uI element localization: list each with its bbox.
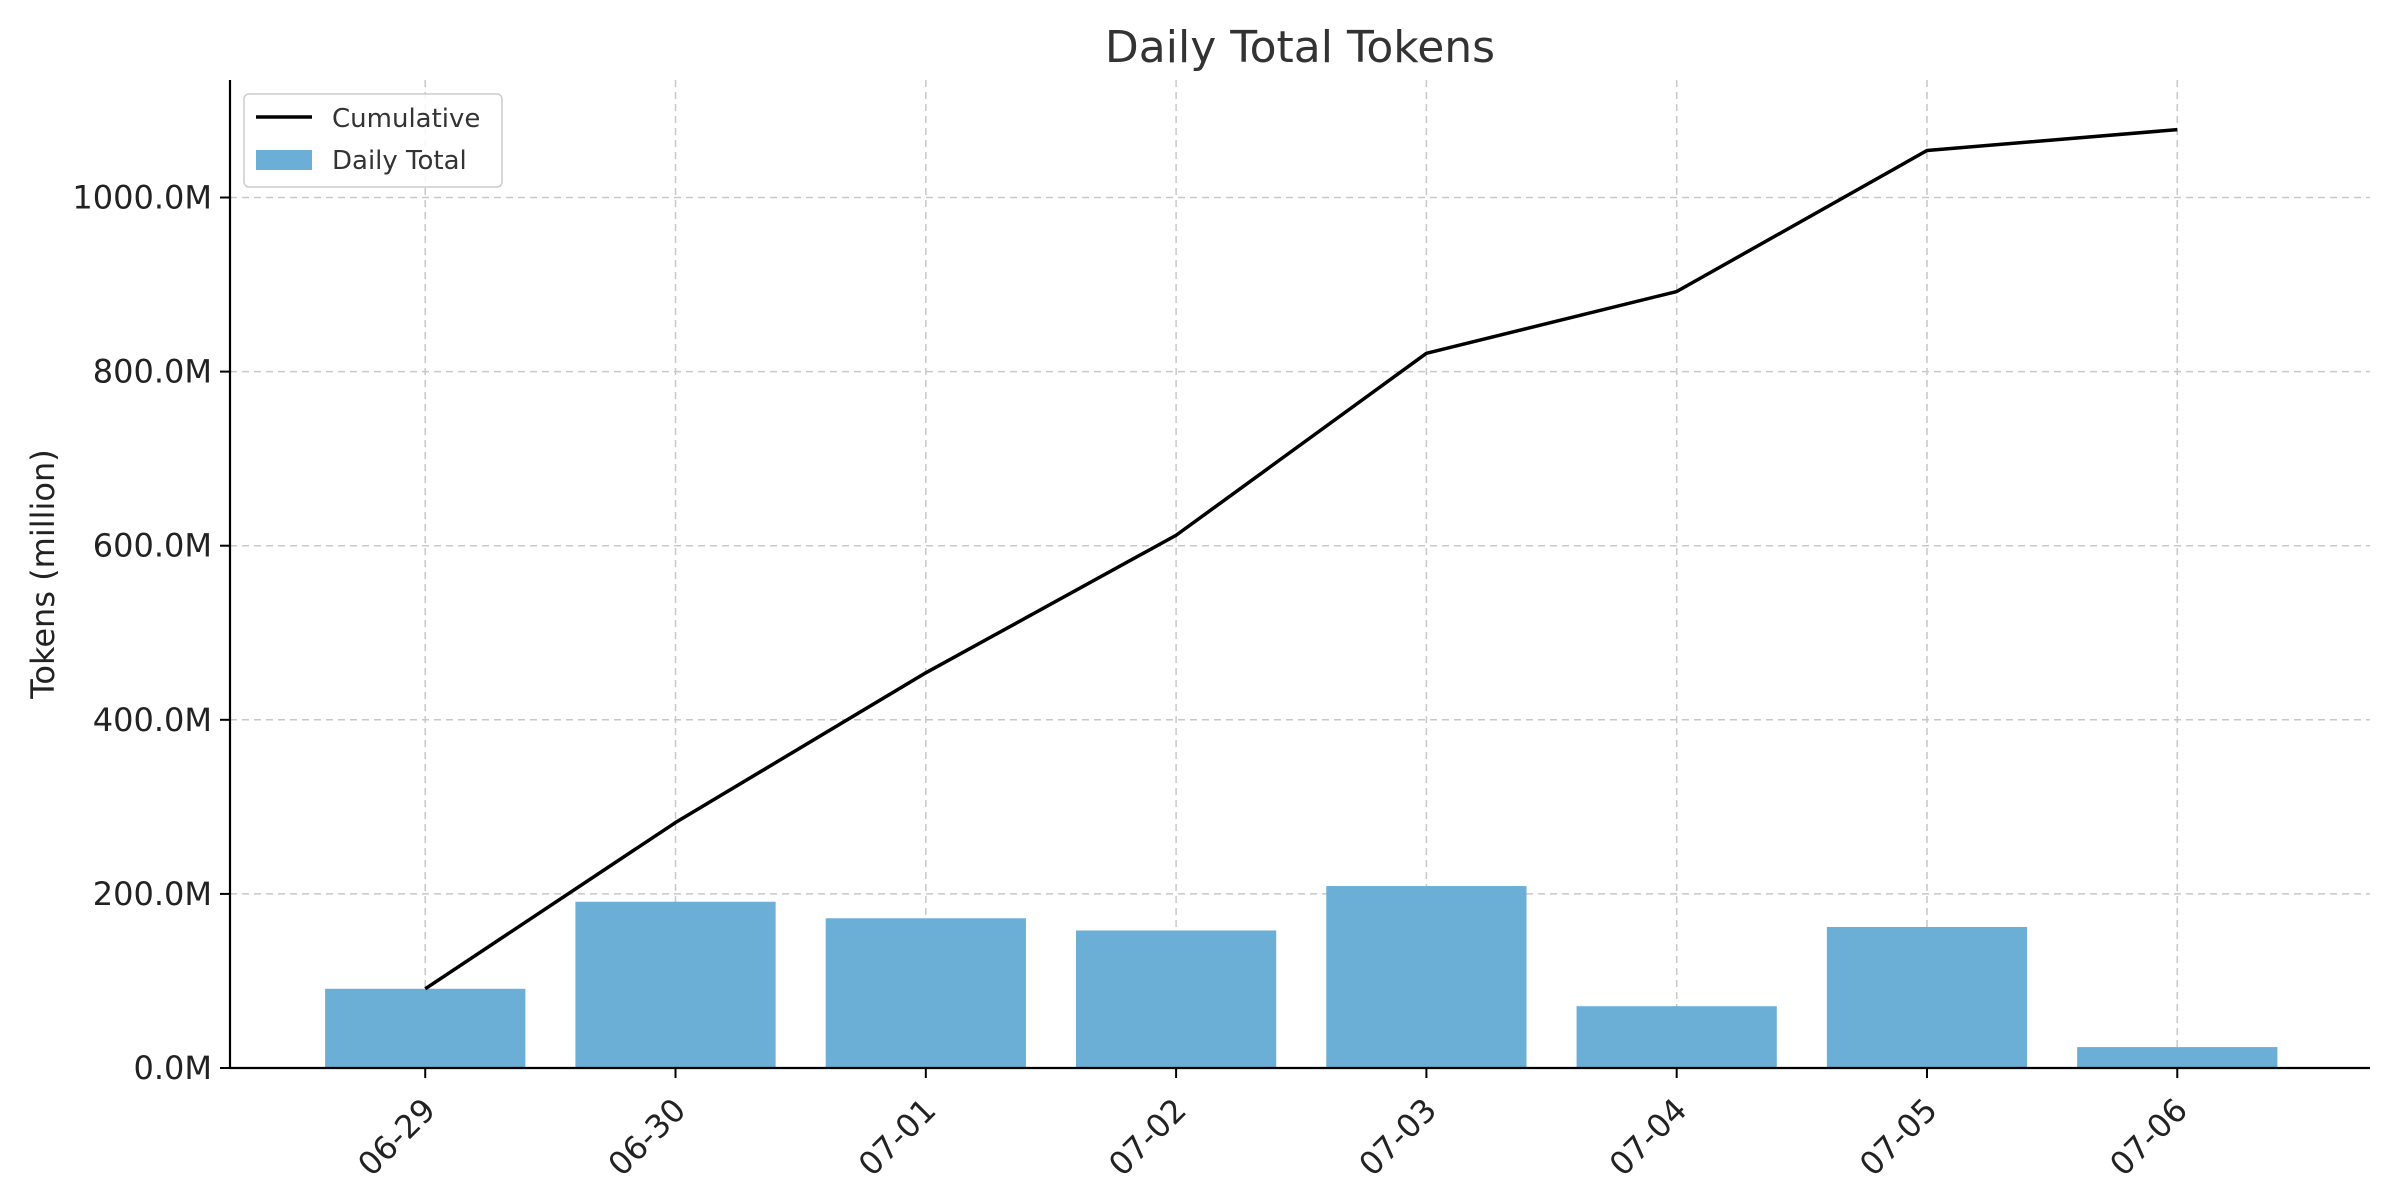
chart-title: Daily Total Tokens <box>1105 22 1495 73</box>
x-tick-label: 07-06 <box>2102 1091 2195 1184</box>
bar-daily-total <box>1576 1006 1777 1068</box>
y-axis-label: Tokens (million) <box>24 449 62 699</box>
x-tick-label: 07-02 <box>1101 1091 1194 1184</box>
line-layer <box>424 127 2178 991</box>
y-tick-label: 800.0M <box>93 353 212 391</box>
bar-daily-total <box>575 901 776 1068</box>
x-tick-label: 07-05 <box>1852 1091 1945 1184</box>
y-tick-label: 600.0M <box>93 527 212 565</box>
x-tick-label: 06-30 <box>601 1091 694 1184</box>
legend-daily-total-label: Daily Total <box>332 146 467 176</box>
axes-layer <box>228 80 2370 1070</box>
x-tick-label: 06-29 <box>350 1091 443 1184</box>
line-cumulative <box>424 127 2178 991</box>
legend: Cumulative Daily Total <box>243 93 503 188</box>
bar-daily-total <box>1326 886 1527 1068</box>
bar-daily-total <box>1826 926 2028 1068</box>
bar-daily-total <box>325 988 526 1068</box>
bar-daily-total <box>825 918 1026 1068</box>
y-tick-label: 400.0M <box>93 701 212 739</box>
bar-daily-total <box>2077 1047 2278 1068</box>
y-tick-label: 1000.0M <box>72 179 212 217</box>
bar-daily-total <box>1075 930 1277 1068</box>
legend-daily-total-swatch <box>256 150 312 170</box>
x-tick-label: 07-01 <box>851 1091 944 1184</box>
x-tick-label: 07-03 <box>1351 1091 1444 1184</box>
y-tick-label: 0.0M <box>134 1049 213 1087</box>
x-tick-label: 07-04 <box>1602 1091 1695 1184</box>
bars-layer <box>325 886 2278 1068</box>
y-tick-label: 200.0M <box>93 875 212 913</box>
legend-cumulative-label: Cumulative <box>332 104 480 134</box>
grid-layer <box>230 80 2370 1068</box>
